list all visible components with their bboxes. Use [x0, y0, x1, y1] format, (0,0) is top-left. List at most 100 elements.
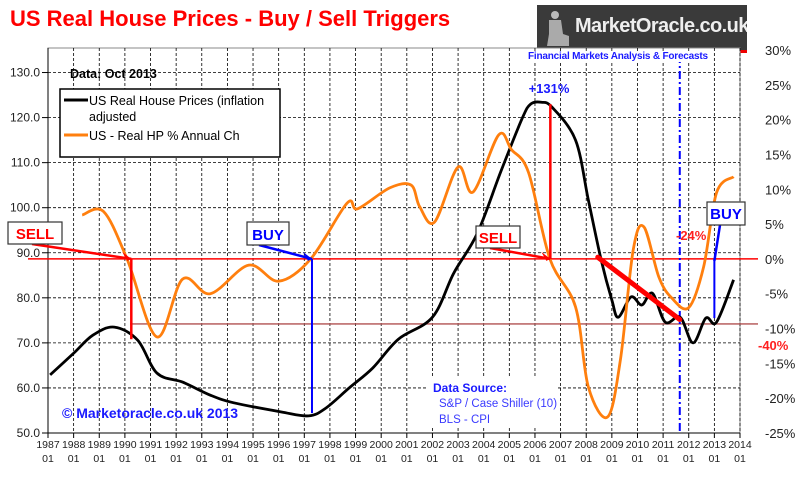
y-left-tick-label: 70.0 — [17, 336, 41, 350]
buy-callout-label: BUY — [252, 227, 284, 244]
x-tick-label: 2001 — [395, 439, 419, 451]
x-tick-label: 2003 — [446, 439, 470, 451]
x-tick-sublabel: 01 — [119, 453, 131, 465]
buy-callout-arrow — [258, 243, 313, 261]
x-tick-label: 1993 — [190, 439, 214, 451]
sell-callout-box — [475, 225, 521, 249]
y-left-tick-label: 130.0 — [10, 66, 40, 80]
source-line: BLS - CPI — [439, 414, 490, 426]
x-tick-sublabel: 01 — [580, 453, 592, 465]
drawdown-label: -40% — [758, 338, 789, 353]
x-tick-sublabel: 01 — [709, 453, 721, 465]
y-right-tick-label: 25% — [765, 78, 791, 93]
x-tick-label: 2007 — [549, 439, 573, 451]
x-tick-sublabel: 01 — [529, 453, 541, 465]
x-tick-label: 2002 — [421, 439, 445, 451]
y-right-tick-label: 10% — [765, 182, 791, 197]
x-tick-label: 1997 — [293, 439, 317, 451]
x-tick-label: 2010 — [626, 439, 650, 451]
x-tick-label: 1995 — [241, 439, 265, 451]
y-left-tick-label: 50.0 — [17, 426, 41, 440]
source-box — [428, 378, 558, 428]
logo-tagline: Financial Markets Analysis & Forecasts — [526, 51, 710, 62]
legend-label: US Real House Prices (inflation — [89, 94, 264, 108]
x-tick-sublabel: 01 — [273, 453, 285, 465]
x-tick-sublabel: 01 — [350, 453, 362, 465]
x-tick-sublabel: 01 — [657, 453, 669, 465]
y-left-tick-label: 120.0 — [10, 111, 40, 125]
y-right-tick-label: 30% — [765, 43, 791, 58]
buy-callout-box — [246, 221, 290, 246]
source-line: S&P / Case Shiller (10) — [439, 398, 557, 410]
x-tick-label: 1994 — [216, 439, 240, 451]
x-tick-label: 2013 — [703, 439, 727, 451]
x-tick-sublabel: 01 — [298, 453, 310, 465]
y-right-tick-label: 5% — [765, 217, 784, 232]
x-tick-sublabel: 01 — [478, 453, 490, 465]
x-tick-sublabel: 01 — [68, 453, 80, 465]
decline-trend-line — [595, 254, 683, 322]
x-tick-sublabel: 01 — [247, 453, 259, 465]
chart-title: US Real House Prices - Buy / Sell Trigge… — [10, 6, 451, 31]
x-tick-sublabel: 01 — [42, 453, 54, 465]
legend-label: adjusted — [89, 110, 136, 124]
source-title: Data Source: — [433, 381, 507, 395]
y-left-tick-label: 80.0 — [17, 291, 41, 305]
y-left-tick-label: 90.0 — [17, 246, 41, 260]
y-left-tick-label: 100.0 — [10, 201, 40, 215]
x-tick-sublabel: 01 — [555, 453, 567, 465]
sell-callout-label: SELL — [479, 230, 517, 247]
series-line-1 — [81, 131, 735, 420]
arrow-head-icon — [541, 251, 551, 261]
sell-callout-label: SELL — [16, 226, 54, 243]
peak-gain-label: +131% — [529, 81, 570, 96]
x-tick-label: 1988 — [62, 439, 86, 451]
x-tick-sublabel: 01 — [683, 453, 695, 465]
sell-callout-arrow — [489, 246, 551, 261]
x-tick-sublabel: 01 — [734, 453, 746, 465]
x-tick-sublabel: 01 — [632, 453, 644, 465]
y-right-tick-label: -15% — [765, 356, 796, 371]
y-right-tick-label: 20% — [765, 113, 791, 128]
x-tick-label: 2009 — [600, 439, 624, 451]
x-tick-label: 1992 — [164, 439, 188, 451]
x-tick-label: 1991 — [139, 439, 163, 451]
buy-callout-label: BUY — [710, 206, 742, 223]
x-tick-label: 1999 — [344, 439, 368, 451]
buy-callout-arrow — [713, 224, 722, 262]
sell-callout-arrow — [31, 242, 132, 261]
x-tick-label: 1987 — [36, 439, 60, 451]
x-tick-sublabel: 01 — [222, 453, 234, 465]
legend-label: US - Real HP % Annual Ch — [89, 129, 240, 143]
decline-label: -24% — [676, 228, 707, 243]
x-tick-sublabel: 01 — [196, 453, 208, 465]
x-tick-label: 1998 — [318, 439, 342, 451]
x-tick-label: 2004 — [472, 439, 496, 451]
y-right-tick-label: -5% — [765, 287, 789, 302]
arrow-head-icon — [302, 251, 312, 261]
x-tick-sublabel: 01 — [93, 453, 105, 465]
y-right-tick-label: -20% — [765, 391, 796, 406]
x-tick-sublabel: 01 — [606, 453, 618, 465]
x-tick-label: 2012 — [677, 439, 701, 451]
x-tick-label: 2000 — [370, 439, 394, 451]
statue-icon — [547, 11, 569, 46]
x-tick-label: 2014 — [728, 439, 752, 451]
series-line-0 — [49, 100, 735, 418]
x-tick-sublabel: 01 — [375, 453, 387, 465]
logo-text: MarketOracle.co.uk — [575, 15, 747, 37]
data-date-label: Data: Oct 2013 — [70, 67, 157, 81]
x-tick-sublabel: 01 — [170, 453, 182, 465]
y-left-tick-label: 110.0 — [11, 156, 40, 170]
x-tick-label: 1990 — [113, 439, 137, 451]
x-tick-sublabel: 01 — [503, 453, 515, 465]
x-tick-label: 1989 — [88, 439, 112, 451]
legend — [59, 88, 281, 158]
x-tick-label: 2006 — [523, 439, 547, 451]
x-tick-sublabel: 01 — [452, 453, 464, 465]
x-tick-label: 2005 — [498, 439, 522, 451]
x-tick-sublabel: 01 — [145, 453, 157, 465]
x-tick-sublabel: 01 — [401, 453, 413, 465]
x-tick-label: 1996 — [267, 439, 291, 451]
